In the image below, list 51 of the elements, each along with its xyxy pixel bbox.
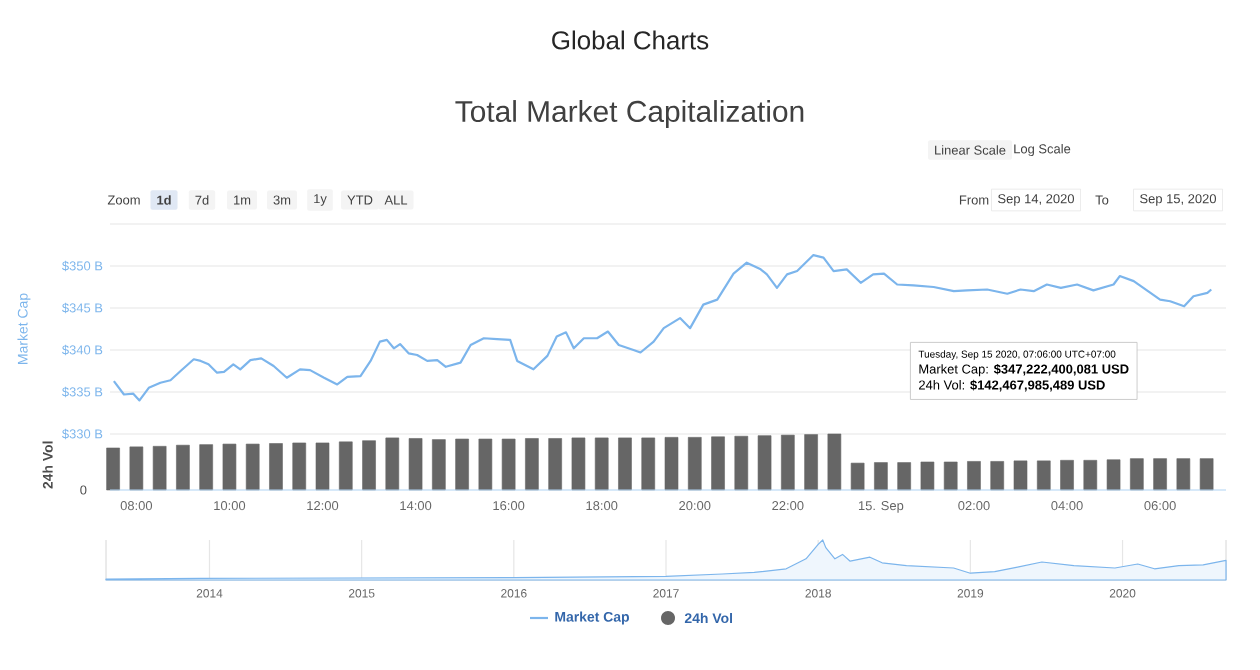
bar: [757, 435, 772, 491]
bar: [1083, 460, 1098, 491]
bar: [897, 462, 911, 491]
bar: [478, 438, 493, 491]
bar: [874, 462, 888, 491]
bar: [432, 439, 446, 491]
bar: [292, 442, 307, 491]
bar: [269, 443, 283, 491]
line-series: [112, 253, 1213, 402]
bar: [804, 434, 818, 491]
bar: [664, 437, 679, 491]
bar: [315, 442, 330, 491]
bar: [594, 437, 609, 491]
bar: [385, 437, 400, 491]
bar: [1176, 458, 1191, 491]
bar: [106, 447, 120, 491]
bar: [687, 437, 702, 491]
chart-subtitle: Total Market Capitalization: [455, 100, 804, 128]
bar: [943, 461, 958, 491]
bar: [525, 438, 539, 491]
bar: [152, 446, 167, 491]
bar: [1013, 460, 1028, 491]
bar: [1036, 460, 1051, 491]
bar: [1130, 458, 1144, 491]
bar: [1153, 458, 1167, 491]
bar: [222, 443, 237, 491]
bar: [548, 438, 562, 491]
bar: [199, 444, 213, 491]
bar: [408, 438, 423, 491]
bar: [641, 437, 656, 491]
bar: [711, 436, 725, 491]
bar: [501, 438, 516, 491]
bar: [1106, 459, 1121, 491]
bar: [618, 437, 632, 491]
bar: [990, 461, 1005, 491]
bar: [245, 443, 260, 491]
chart-title: Global Charts: [552, 30, 709, 50]
bar: [1199, 458, 1214, 491]
bar: [129, 446, 144, 491]
bar: [734, 435, 749, 491]
bar: [362, 440, 376, 491]
bar: [455, 438, 469, 491]
bar: [781, 434, 795, 491]
bar: [920, 461, 935, 491]
bar: [967, 461, 981, 491]
bar: [850, 462, 865, 491]
bar: [338, 441, 353, 491]
bar: [827, 433, 842, 491]
bar: [1060, 460, 1074, 491]
bar: [176, 444, 190, 491]
bar: [571, 437, 586, 491]
